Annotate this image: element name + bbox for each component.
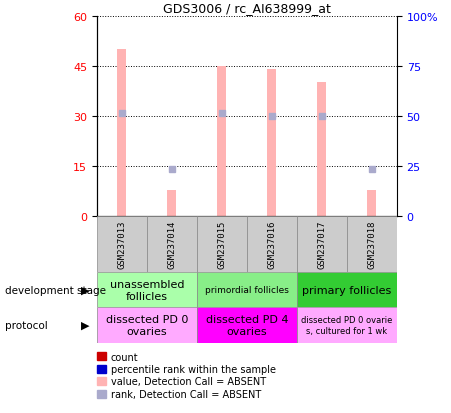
Bar — [97, 308, 197, 343]
Text: unassembled
follicles: unassembled follicles — [110, 279, 184, 301]
Text: GSM237015: GSM237015 — [217, 221, 226, 269]
Bar — [117, 50, 126, 217]
Text: GSM237018: GSM237018 — [368, 221, 377, 269]
Bar — [247, 217, 297, 273]
Text: dissected PD 0 ovarie
s, cultured for 1 wk: dissected PD 0 ovarie s, cultured for 1 … — [301, 316, 392, 335]
Bar — [318, 83, 327, 217]
Text: GSM237017: GSM237017 — [318, 221, 327, 269]
Bar — [197, 217, 247, 273]
Text: ▶: ▶ — [82, 320, 90, 330]
Text: dissected PD 4
ovaries: dissected PD 4 ovaries — [206, 314, 288, 336]
Title: GDS3006 / rc_AI638999_at: GDS3006 / rc_AI638999_at — [163, 2, 331, 15]
Text: dissected PD 0
ovaries: dissected PD 0 ovaries — [106, 314, 188, 336]
Bar — [97, 273, 197, 308]
Bar — [97, 217, 147, 273]
Bar — [197, 273, 297, 308]
Text: GSM237014: GSM237014 — [167, 221, 176, 269]
Legend: count, percentile rank within the sample, value, Detection Call = ABSENT, rank, : count, percentile rank within the sample… — [97, 352, 276, 399]
Text: ▶: ▶ — [82, 285, 90, 295]
Text: GSM237013: GSM237013 — [117, 221, 126, 269]
Bar — [297, 308, 397, 343]
Bar — [217, 66, 226, 217]
Bar — [297, 217, 347, 273]
Text: protocol: protocol — [5, 320, 47, 330]
Bar — [197, 308, 297, 343]
Text: development stage: development stage — [5, 285, 106, 295]
Bar — [347, 217, 397, 273]
Text: GSM237016: GSM237016 — [267, 221, 276, 269]
Bar — [147, 217, 197, 273]
Bar — [368, 190, 377, 217]
Bar — [167, 190, 176, 217]
Text: primary follicles: primary follicles — [302, 285, 391, 295]
Bar — [297, 273, 397, 308]
Text: primordial follicles: primordial follicles — [205, 286, 289, 294]
Bar — [267, 70, 276, 217]
